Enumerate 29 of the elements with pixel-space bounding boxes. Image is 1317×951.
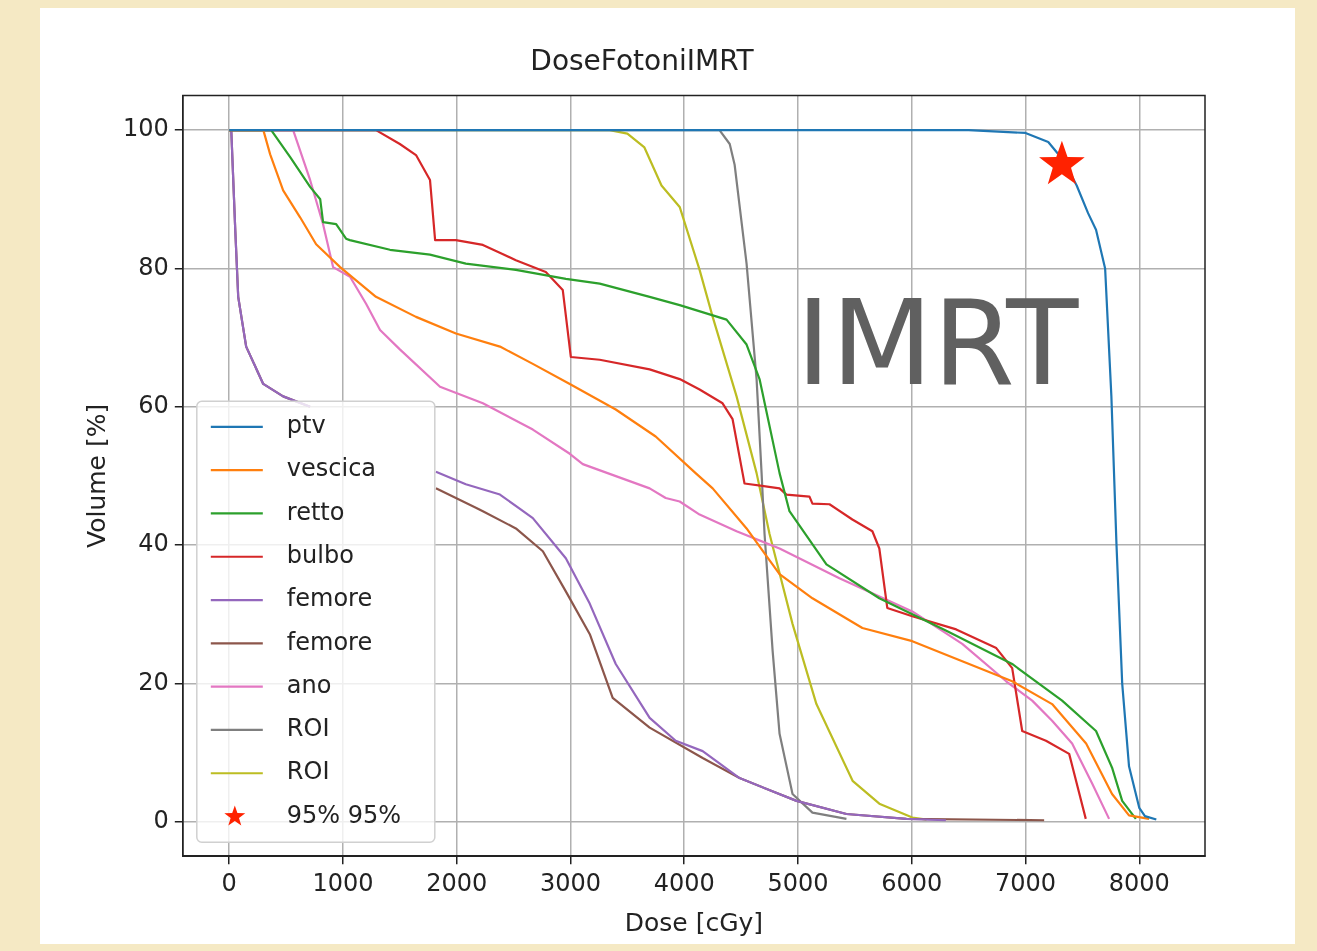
x-tick-label: 3000 bbox=[539, 868, 602, 897]
y-tick-label: 80 bbox=[138, 252, 169, 281]
legend-label: vescica bbox=[286, 454, 377, 483]
y-axis-title: Volume [%] bbox=[81, 403, 111, 548]
annotation: IMRT bbox=[796, 273, 1080, 412]
legend-label: bulbo bbox=[286, 540, 354, 569]
x-tick-label: 5000 bbox=[767, 868, 829, 897]
legend-label: retto bbox=[286, 497, 345, 526]
legend-label: 95% 95% bbox=[286, 800, 402, 829]
legend-label: ptv bbox=[286, 411, 326, 440]
legend-label: ano bbox=[286, 670, 332, 699]
x-tick-label: 7000 bbox=[994, 868, 1057, 897]
x-tick-label: 4000 bbox=[653, 868, 715, 897]
chart-title: DoseFotoniIMRT bbox=[530, 44, 755, 78]
y-tick-label: 40 bbox=[138, 529, 169, 558]
x-tick-label: 8000 bbox=[1108, 868, 1170, 897]
y-tick-label: 20 bbox=[138, 667, 169, 696]
legend-label: ROI bbox=[286, 714, 330, 743]
legend-label: femore bbox=[286, 584, 373, 613]
x-tick-label: 0 bbox=[221, 868, 237, 897]
legend-label: ROI bbox=[286, 757, 330, 786]
x-tick-label: 1000 bbox=[312, 868, 374, 897]
y-tick-label: 0 bbox=[153, 805, 169, 834]
legend-label: femore bbox=[286, 627, 373, 656]
x-tick-label: 2000 bbox=[426, 868, 488, 897]
x-tick-label: 6000 bbox=[881, 868, 943, 897]
y-tick-label: 60 bbox=[138, 390, 169, 419]
y-tick-label: 100 bbox=[123, 114, 169, 143]
x-axis-title: Dose [cGy] bbox=[624, 907, 764, 937]
